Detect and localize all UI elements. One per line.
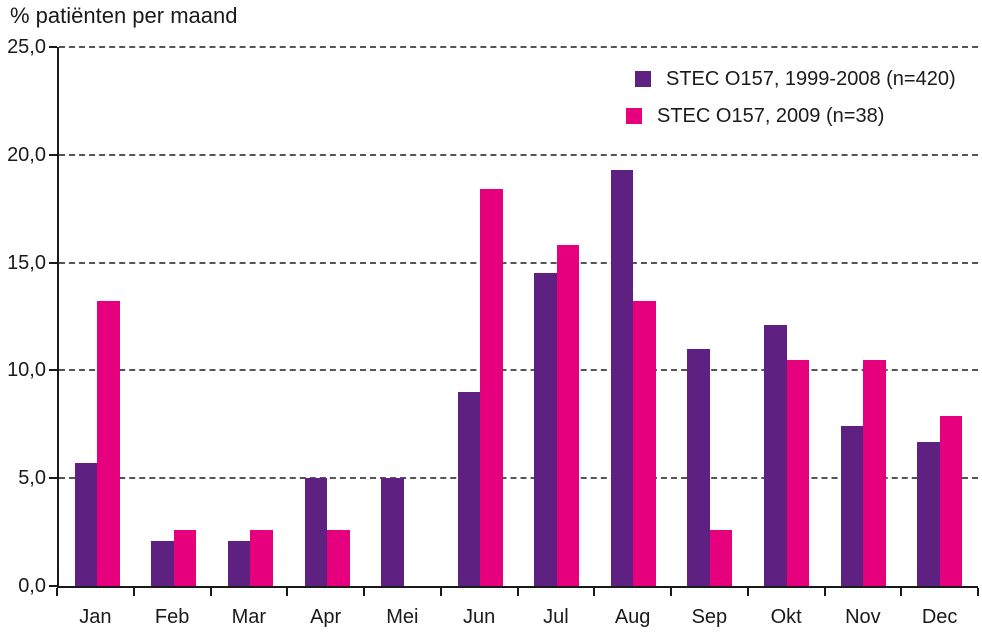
x-axis-label-apr: Apr	[310, 606, 342, 628]
bar-sep-2009	[709, 529, 733, 586]
x-axis-label-jun: Jun	[463, 606, 496, 628]
x-axis-tick-12	[977, 588, 979, 596]
bar-jun-1999-2008	[457, 391, 481, 586]
x-axis-tick-10	[823, 588, 826, 596]
bar-apr-2009	[327, 529, 350, 586]
gridline-25	[59, 46, 978, 48]
bar-group-sep	[672, 47, 749, 586]
y-axis-tick-10	[49, 369, 57, 372]
gridline-5	[59, 477, 978, 480]
y-axis-tick-20	[49, 153, 57, 156]
bar-sep-1999-2008	[687, 348, 710, 586]
legend-item-2009: STEC O157, 2009 (n=38)	[626, 101, 956, 131]
x-axis-tick-4	[363, 588, 365, 596]
x-axis-label-mei: Mei	[386, 606, 419, 628]
gridline-20	[59, 153, 978, 156]
y-axis-label-5: 5,0	[18, 467, 46, 490]
y-axis-label-20: 20,0	[7, 143, 46, 166]
bar-dec-1999-2008	[917, 441, 940, 586]
bar-mar-2009	[250, 529, 273, 586]
gridline-10	[59, 369, 978, 372]
y-axis-tick-25	[49, 46, 57, 48]
bar-aug-2009	[633, 301, 656, 586]
bar-feb-2009	[173, 529, 197, 586]
x-axis-label-feb: Feb	[154, 606, 190, 628]
bar-nov-2009	[863, 359, 886, 586]
x-axis-tick-8	[670, 588, 672, 596]
y-axis-label-25: 25,0	[7, 36, 46, 58]
x-axis-label-sep: Sep	[691, 606, 728, 628]
bar-jan-1999-2008	[74, 463, 98, 586]
bar-jun-2009	[480, 189, 503, 586]
gridline-15	[59, 261, 978, 264]
x-axis-label-okt: Okt	[770, 606, 802, 628]
legend-label-2009: STEC O157, 2009 (n=38)	[657, 104, 885, 127]
x-axis-tick-0	[56, 588, 58, 596]
legend-label-1999-2008: STEC O157, 1999-2008 (n=420)	[666, 67, 956, 90]
y-axis-label-0: 0,0	[18, 575, 46, 597]
x-axis-tick-9	[746, 588, 749, 596]
legend-swatch-1999-2008	[635, 71, 651, 87]
legend: STEC O157, 1999-2008 (n=420) STEC O157, …	[626, 64, 956, 138]
plot-area	[57, 46, 978, 588]
chart-title: % patiënten per maand	[10, 3, 238, 28]
x-axis-tick-6	[516, 588, 519, 596]
bar-group-jun	[442, 47, 519, 586]
bar-jan-2009	[97, 301, 120, 586]
legend-item-1999-2008: STEC O157, 1999-2008 (n=420)	[626, 64, 956, 94]
x-axis-label-mar: Mar	[231, 606, 267, 628]
x-axis-label-jul: Jul	[543, 606, 569, 628]
bar-group-aug	[595, 47, 672, 586]
x-axis-label-dec: Dec	[921, 606, 958, 628]
x-axis-label-nov: Nov	[845, 606, 881, 628]
bar-jul-1999-2008	[534, 273, 557, 586]
x-axis-label-aug: Aug	[614, 606, 651, 628]
bar-group-apr	[289, 47, 366, 586]
x-axis-tick-3	[286, 588, 289, 596]
bar-dec-2009	[939, 415, 963, 586]
y-axis-label-15: 15,0	[7, 251, 46, 274]
legend-swatch-2009	[626, 108, 642, 124]
x-axis-tick-5	[439, 588, 442, 596]
bar-apr-1999-2008	[304, 478, 328, 586]
bar-group-mar	[212, 47, 289, 586]
bar-aug-1999-2008	[610, 169, 634, 586]
x-axis-tick-2	[209, 588, 212, 596]
bar-group-mei	[365, 47, 442, 586]
bar-okt-1999-2008	[764, 325, 787, 586]
bar-group-nov	[825, 47, 902, 586]
bar-group-feb	[136, 47, 213, 586]
bar-feb-1999-2008	[151, 540, 174, 586]
bar-mei-1999-2008	[381, 478, 404, 586]
bar-group-jul	[519, 47, 596, 586]
x-axis-tick-11	[900, 588, 903, 596]
bar-jul-2009	[556, 245, 580, 586]
bar-group-dec	[901, 47, 978, 586]
bar-group-okt	[748, 47, 825, 586]
x-axis-label-jan: Jan	[79, 606, 112, 628]
x-axis-tick-1	[132, 588, 135, 596]
bar-group-jan	[59, 47, 136, 586]
y-axis-label-10: 10,0	[7, 359, 46, 382]
y-axis-tick-15	[49, 261, 57, 264]
bar-nov-1999-2008	[840, 426, 864, 586]
x-axis-tick-7	[593, 588, 596, 596]
y-axis-tick-0	[49, 585, 57, 587]
bar-mar-1999-2008	[227, 540, 251, 586]
bar-okt-2009	[786, 359, 810, 586]
y-axis-tick-5	[49, 477, 57, 480]
